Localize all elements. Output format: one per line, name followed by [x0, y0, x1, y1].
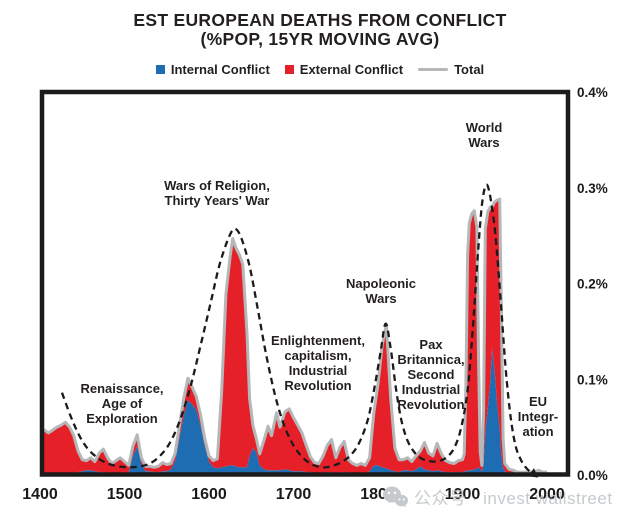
annotation-line: Age of [101, 396, 143, 411]
chart-subtitle: (%POP, 15YR MOVING AVG) [200, 29, 440, 49]
internal-conflict-area [40, 347, 547, 475]
annotation-line: Pax [419, 337, 443, 352]
title-block: EST EUROPEAN DEATHS FROM CONFLICT (%POP,… [0, 11, 640, 49]
x-tick-label: 1400 [22, 486, 58, 503]
legend: Internal Conflict External Conflict Total [0, 62, 640, 77]
legend-item-internal-conflict: Internal Conflict [155, 62, 270, 77]
annotation-line: Integr- [517, 409, 559, 424]
annotation-line: Revolution [397, 397, 465, 412]
x-tick-label: 1900 [445, 486, 481, 503]
legend-label-external-conflict: External Conflict [299, 62, 404, 77]
legend-item-total: Total [418, 62, 484, 77]
annotation-line: Enlightenment, [271, 333, 365, 348]
plot-frame [39, 89, 571, 477]
y-tick-label: 0.4% [577, 85, 608, 100]
smoothed-total-dashed-line [60, 183, 532, 474]
annotation-line: Industrial [288, 363, 348, 378]
annotation-line: Britannica, [397, 352, 465, 367]
annotation-line: capitalism, [284, 348, 352, 363]
y-tick-label: 0.1% [577, 372, 608, 387]
total-line [39, 197, 547, 474]
watermark-text: 公众号 · invest wallstreet [414, 489, 613, 508]
x-tick-label: 2000 [529, 486, 565, 503]
x-tick-label: 1700 [276, 486, 312, 503]
x-tick-label: 1600 [191, 486, 227, 503]
y-tick-label: 0.2% [577, 277, 608, 292]
legend-swatch-internal-conflict [155, 65, 165, 74]
pax-britannica-annotation: Pax Britannica, Second Industrial Revolution [397, 337, 464, 412]
annotation-line: ation [522, 424, 554, 439]
wechat-icon [383, 486, 408, 507]
eu-integration-annotation: EU Integr-ation [518, 394, 558, 439]
y-tick-label: 0.0% [577, 468, 608, 483]
chart-title: EST EUROPEAN DEATHS FROM CONFLICT [133, 10, 507, 30]
x-tick-label: 1500 [107, 486, 143, 503]
renaissance-annotation: Renaissance, Age of Exploration [80, 381, 163, 426]
legend-label-total: Total [454, 62, 485, 77]
annotation-line: EU [528, 394, 548, 409]
watermark: 公众号 · invest wallstreet [382, 484, 613, 509]
annotation-line: Second [407, 367, 455, 382]
annotation-line: Renaissance, [80, 381, 164, 396]
napoleonic-wars-annotation: Napoleonic Wars [346, 276, 416, 306]
annotation-line: Wars of Religion, [164, 178, 270, 193]
legend-swatch-external-conflict [284, 65, 294, 74]
annotation-line: Revolution [284, 378, 352, 393]
y-tick-label: 0.3% [577, 181, 608, 196]
enlightenment-annotation: Enlightenment, capitalism, Industrial Revol… [271, 333, 365, 393]
wars-of-religion-annotation: Wars of Religion, Thirty Years' War [164, 178, 270, 208]
annotation-line: Thirty Years' War [164, 193, 270, 208]
annotation-line: Industrial [401, 382, 461, 397]
annotation-line: Wars [468, 135, 500, 150]
annotation-line: World [465, 120, 503, 135]
annotation-line: Napoleonic [345, 276, 417, 291]
legend-swatch-total [418, 67, 449, 72]
annotation-line: Wars [365, 291, 397, 306]
legend-item-external-conflict: External Conflict [284, 62, 404, 77]
world-wars-annotation: World Wars [466, 120, 503, 150]
legend-label-internal-conflict: Internal Conflict [170, 62, 270, 77]
annotation-line: Exploration [86, 411, 158, 426]
